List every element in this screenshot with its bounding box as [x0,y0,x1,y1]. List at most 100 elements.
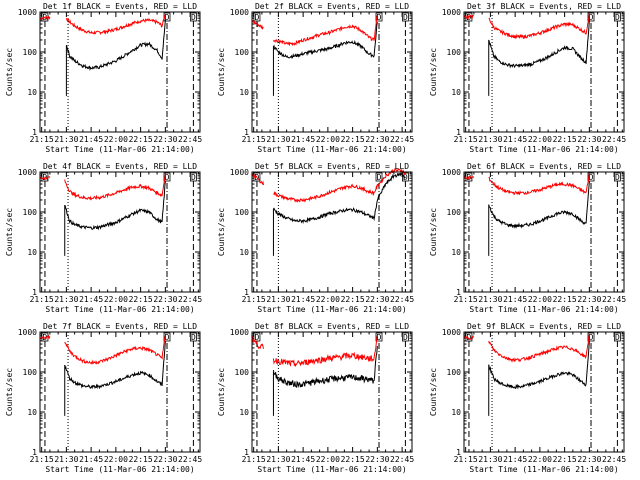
panel-title: Det 5f BLACK = Events, RED = LLD [255,162,409,171]
events-series-line [64,180,166,231]
y-tick-label: 1 [32,128,37,137]
y-axis-label: Counts/sec [217,208,226,256]
x-tick-label: 22:00 [104,135,128,144]
x-tick-label: 21:45 [291,295,315,304]
y-tick-label: 10 [27,248,37,257]
y-axis-label: Counts/sec [5,208,14,256]
marker-box [614,332,621,342]
marker-label: D [377,333,382,342]
y-tick-label: 1000 [18,8,37,17]
marker-label: D [615,173,620,182]
panel-title: Det 8f BLACK = Events, RED = LLD [255,322,409,331]
x-tick-label: 22:45 [178,135,202,144]
y-axis-label: Counts/sec [5,48,14,96]
x-tick-label: 21:15 [242,135,266,144]
panel-title: Det 2f BLACK = Events, RED = LLD [255,2,409,11]
x-tick-label: 22:30 [365,135,389,144]
lld-series-line [272,14,378,47]
y-tick-label: 10 [451,408,461,417]
y-tick-label: 100 [23,48,38,57]
panel-det-2: Det 2f BLACK = Events, RED = LLD Counts/s… [217,2,414,154]
plot-frame [251,171,413,293]
y-tick-label: 1 [456,288,461,297]
x-tick-label: 21:15 [454,455,478,464]
x-tick-label: 21:45 [503,455,527,464]
x-tick-label: 21:30 [478,295,502,304]
x-tick-label: 22:45 [602,455,626,464]
marker-label: D [467,333,472,342]
marker-label: D [165,173,170,182]
marker-label: D [191,13,196,22]
y-tick-label: 1000 [18,328,37,337]
y-axis-label: Counts/sec [217,48,226,96]
marker-label: D [255,333,260,342]
x-tick-label: 21:45 [79,295,103,304]
panel-title: Det 1f BLACK = Events, RED = LLD [43,2,197,11]
events-series-line [273,172,406,224]
marker-box [402,12,409,22]
x-tick-label: 22:30 [153,295,177,304]
x-tick-label: 22:00 [528,135,552,144]
x-axis-label: Start Time (11-Mar-06 21:14:00) [469,305,618,314]
x-tick-label: 22:30 [365,455,389,464]
plot-frame [39,11,201,133]
x-axis-label: Start Time (11-Mar-06 21:14:00) [469,465,618,474]
lld-series-line [39,15,51,21]
events-series-line [488,19,590,69]
x-tick-label: 22:15 [341,295,365,304]
marker-box [190,172,197,182]
plot-frame [251,331,413,453]
x-tick-label: 21:30 [478,455,502,464]
panel-det-5: Det 5f BLACK = Events, RED = LLD Counts/s… [217,162,414,314]
lld-series-line [272,335,378,367]
marker-box [587,332,595,342]
marker-box [587,12,595,22]
panel-title: Det 3f BLACK = Events, RED = LLD [467,2,621,11]
x-tick-label: 22:15 [553,135,577,144]
y-tick-label: 1000 [18,168,37,177]
y-tick-label: 10 [451,88,461,97]
x-tick-label: 22:45 [390,455,414,464]
y-tick-label: 1 [456,128,461,137]
lld-series-line [64,335,166,365]
lld-series-line [488,333,590,363]
x-tick-label: 22:00 [528,455,552,464]
x-tick-label: 22:30 [153,455,177,464]
plot-frame [39,171,201,293]
x-tick-label: 22:45 [178,455,202,464]
x-tick-label: 21:45 [79,455,103,464]
events-series-line [488,180,590,229]
y-tick-label: 1000 [230,8,249,17]
x-tick-label: 22:30 [577,455,601,464]
x-tick-label: 22:15 [129,135,153,144]
lld-series-line [65,14,166,36]
marker-label: D [403,13,408,22]
marker-label: D [191,333,196,342]
x-axis-label: Start Time (11-Mar-06 21:14:00) [257,305,406,314]
x-tick-label: 21:30 [266,295,290,304]
y-axis-label: Counts/sec [429,48,438,96]
x-tick-label: 22:15 [553,295,577,304]
events-series-line [65,19,166,72]
marker-label: D [615,13,620,22]
marker-label: D [589,333,594,342]
x-tick-label: 22:15 [129,455,153,464]
x-tick-label: 21:15 [454,295,478,304]
marker-label: D [589,173,594,182]
y-axis-label: Counts/sec [429,368,438,416]
x-tick-label: 22:30 [153,135,177,144]
y-tick-label: 10 [239,408,249,417]
marker-box [253,12,261,22]
x-tick-label: 22:00 [316,135,340,144]
panel-title: Det 7f BLACK = Events, RED = LLD [43,322,197,331]
plot-frame [251,11,413,133]
x-tick-label: 21:30 [54,455,78,464]
panel-det-7: Det 7f BLACK = Events, RED = LLD Counts/s… [5,322,202,474]
y-tick-label: 1000 [442,168,461,177]
y-axis-label: Counts/sec [5,368,14,416]
x-tick-label: 21:45 [79,135,103,144]
lld-series-line [273,167,406,203]
y-tick-label: 1 [32,288,37,297]
panel-title: Det 6f BLACK = Events, RED = LLD [467,162,621,171]
